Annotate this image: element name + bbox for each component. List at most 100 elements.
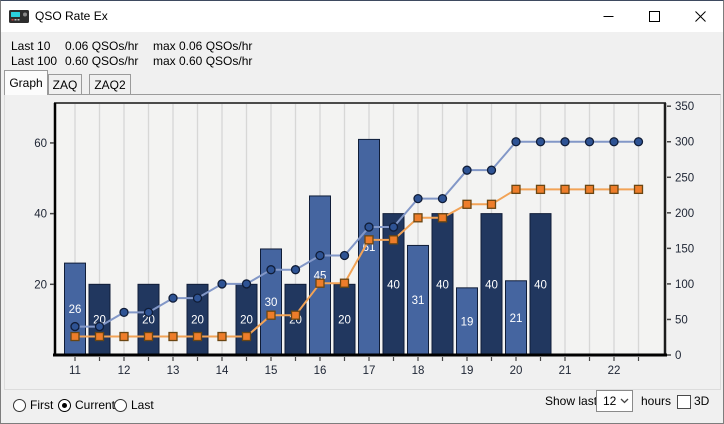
radio-transceiver-icon [9, 10, 29, 23]
graph-tab-page: 26 20 20 20 20 30 20 45 20 61 40 31 40 19 40 21 40 11 12 13… [4, 94, 721, 390]
rate-stats: Last 10 0.06 QSOs/hr max 0.06 QSOs/hr La… [11, 39, 252, 68]
x-tick-label: 12 [118, 365, 131, 377]
radio-circle-icon [114, 398, 127, 412]
hours-dropdown[interactable]: 12 [596, 390, 633, 412]
circle-marker [388, 222, 399, 232]
circle-marker [413, 193, 423, 204]
left-tick-label: 60 [34, 138, 47, 150]
circle-marker [168, 293, 178, 303]
minimize-icon [603, 16, 613, 17]
square-marker [633, 184, 644, 195]
square-marker [364, 235, 374, 245]
circle-marker [192, 293, 203, 303]
title-bar: QSO Rate Ex [1, 1, 723, 32]
right-tick-label: 100 [675, 279, 694, 291]
stat-label: Last 10 [11, 39, 51, 53]
square-marker [266, 310, 276, 320]
window-title: QSO Rate Ex [35, 9, 108, 23]
square-marker [192, 331, 203, 342]
hours-dropdown-value: 12 [603, 394, 617, 408]
circle-marker [511, 137, 521, 147]
stat-value: 0.60 QSOs/hr [65, 54, 139, 68]
x-tick-label: 11 [69, 365, 81, 377]
radio-circle-icon [58, 398, 71, 412]
stat-max: max 0.06 QSOs/hr [153, 39, 253, 53]
right-tick-label: 300 [675, 137, 694, 149]
x-tick-label: 13 [167, 365, 180, 377]
x-tick-label: 14 [216, 365, 229, 377]
bar-value-label: 19 [461, 316, 474, 328]
right-tick-label: 50 [675, 314, 688, 326]
square-marker [168, 331, 178, 342]
bar-value-label: 26 [69, 304, 82, 316]
circle-marker [609, 137, 619, 147]
stat-max: max 0.60 QSOs/hr [153, 54, 253, 68]
window-controls [585, 1, 723, 32]
square-marker [339, 278, 350, 288]
x-tick-label: 18 [412, 365, 425, 377]
stat-value: 0.06 QSOs/hr [65, 39, 139, 53]
tab-zaq2[interactable]: ZAQ2 [89, 74, 131, 95]
x-tick-label: 22 [608, 365, 621, 377]
radio-current[interactable]: Current [58, 398, 115, 412]
right-tick-label: 200 [675, 208, 694, 220]
radio-label: Current [75, 398, 116, 412]
stat-label: Last 100 [11, 54, 58, 68]
square-marker [70, 331, 80, 342]
bar-value-label: 20 [191, 315, 204, 327]
bar-value-label: 20 [142, 315, 155, 327]
circle-marker [560, 137, 570, 147]
bar-value-label: 40 [485, 279, 498, 291]
circle-marker [94, 321, 105, 332]
radio-first[interactable]: First [13, 398, 53, 412]
close-button[interactable] [677, 1, 723, 32]
circle-marker [143, 307, 154, 317]
square-marker [462, 199, 472, 209]
bar-value-label: 40 [534, 279, 547, 291]
right-tick-label: 150 [675, 243, 694, 255]
x-tick-label: 17 [363, 365, 376, 377]
close-icon [694, 11, 706, 22]
bar-value-label: 40 [436, 279, 449, 291]
tab-graph[interactable]: Graph [4, 70, 48, 95]
circle-marker [437, 193, 448, 204]
square-marker [413, 213, 423, 223]
bar-value-label: 40 [387, 279, 400, 291]
circle-marker [364, 222, 374, 232]
circle-marker [486, 165, 497, 175]
square-marker [535, 184, 546, 195]
square-marker [217, 331, 227, 342]
radio-last[interactable]: Last [114, 398, 154, 412]
circle-marker [70, 321, 80, 332]
square-marker [143, 331, 154, 342]
left-tick-label: 40 [34, 209, 47, 221]
circle-marker [633, 137, 644, 147]
square-marker [94, 331, 105, 342]
circle-marker [315, 250, 325, 261]
3d-checkbox[interactable] [677, 395, 691, 409]
hours-label: hours [641, 394, 672, 408]
bar-value-label: 31 [412, 295, 425, 307]
x-tick-label: 16 [314, 365, 327, 377]
circle-marker [584, 137, 595, 147]
circle-marker [290, 265, 301, 275]
square-marker [241, 331, 252, 342]
maximize-button[interactable] [631, 1, 677, 32]
square-marker [437, 213, 448, 223]
minimize-button[interactable] [585, 1, 631, 32]
x-tick-label: 15 [265, 365, 278, 377]
square-marker [119, 331, 129, 342]
square-marker [609, 184, 619, 195]
circle-marker [217, 279, 227, 289]
bar-value-label: 21 [510, 313, 523, 325]
radio-label: Last [131, 398, 154, 412]
square-marker [584, 184, 595, 195]
tab-zaq[interactable]: ZAQ [48, 74, 82, 95]
x-tick-label: 21 [559, 365, 572, 377]
square-marker [486, 199, 497, 209]
left-tick-label: 20 [34, 279, 47, 291]
circle-marker [266, 265, 276, 275]
circle-marker [535, 137, 546, 147]
